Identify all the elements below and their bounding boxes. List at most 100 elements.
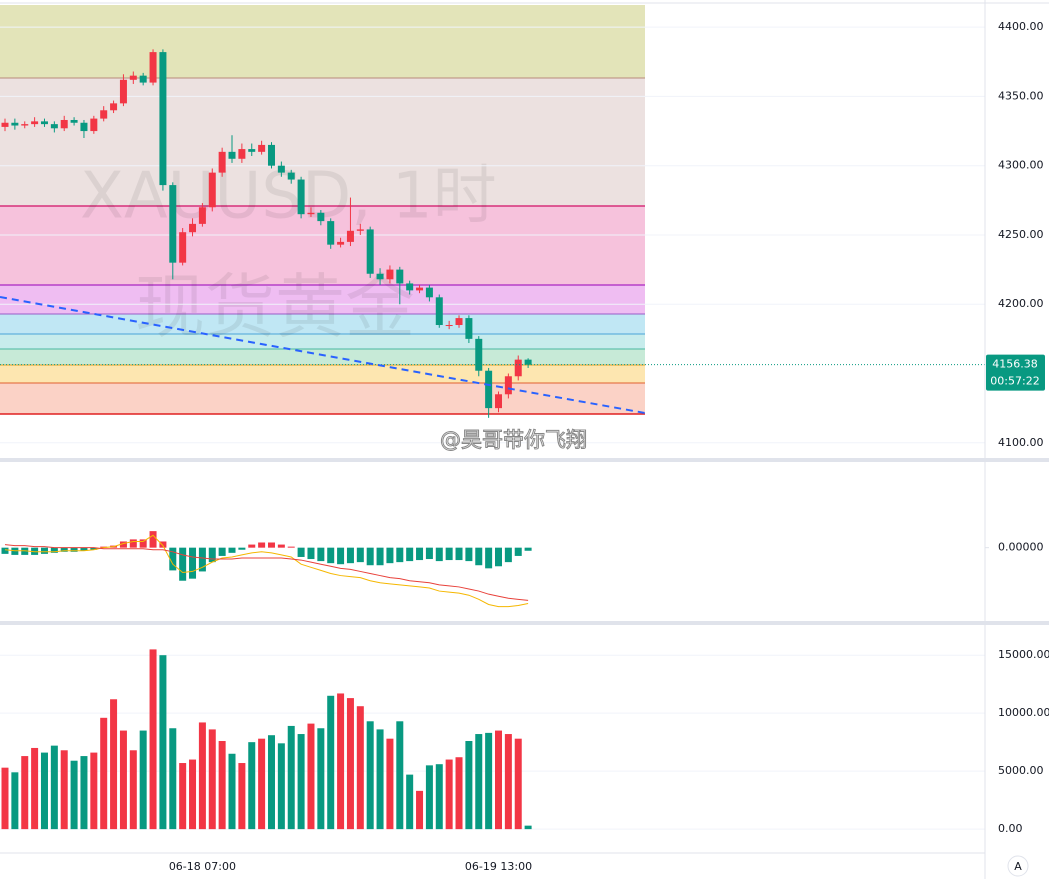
watermark: 现货黄金 <box>135 266 415 348</box>
macd-bar <box>90 547 98 550</box>
volume-bar <box>396 721 404 830</box>
macd-bar <box>435 547 443 562</box>
countdown-label: 00:57:22 <box>990 375 1039 388</box>
macd-bar <box>406 547 414 562</box>
macd-bar <box>179 547 187 581</box>
last-price-label: 4156.38 <box>992 358 1038 371</box>
macd-bar <box>455 547 463 561</box>
volume-bar <box>495 730 502 830</box>
macd-bar <box>169 547 177 571</box>
candle-body <box>238 149 246 159</box>
macd-bar <box>258 542 266 548</box>
macd-bar <box>159 541 167 548</box>
candle-body <box>435 297 443 326</box>
volume-bar <box>179 763 187 830</box>
zone <box>0 314 645 334</box>
y-tick-label: 0.00000 <box>998 541 1044 554</box>
candle-body <box>455 318 463 326</box>
candle-body <box>356 229 364 231</box>
macd-bar <box>70 547 78 552</box>
volume-bar <box>70 760 78 830</box>
zone <box>0 5 645 78</box>
volume-bar <box>50 745 58 830</box>
candle-body <box>110 103 118 111</box>
macd-bar <box>514 547 522 556</box>
plot-layer <box>0 26 989 830</box>
volume-bar <box>514 738 522 830</box>
y-tick-label: 4300.00 <box>998 159 1044 172</box>
candle-body <box>267 144 275 166</box>
macd-bar <box>327 547 335 564</box>
y-tick-label: 0.00 <box>998 822 1023 835</box>
pane-separator <box>0 621 1049 625</box>
macd-line <box>4 544 529 601</box>
macd-bar <box>504 547 512 563</box>
volume-bar <box>169 728 177 830</box>
candle-body <box>258 144 266 152</box>
volume-bar <box>287 725 295 830</box>
candle-body <box>100 110 108 119</box>
macd-bar <box>445 547 453 561</box>
volume-bar <box>119 730 127 830</box>
macd-bar <box>149 531 157 548</box>
trend-line <box>0 296 646 414</box>
volume-bar <box>425 765 433 830</box>
candle-body <box>40 121 48 125</box>
scale-button-label[interactable]: A <box>1014 860 1022 873</box>
candle-body <box>386 269 394 280</box>
candle-body <box>80 122 88 132</box>
zone <box>0 383 645 414</box>
macd-line <box>4 534 529 608</box>
pane-separator <box>0 458 1049 462</box>
y-tick-label: 10000.00 <box>998 706 1049 719</box>
macd-bar <box>228 547 236 553</box>
y-tick-label: 5000.00 <box>998 764 1044 777</box>
volume-bar <box>297 734 305 830</box>
macd-bar <box>198 547 206 572</box>
zone <box>0 334 645 349</box>
volume-bar <box>406 774 414 830</box>
volume-bar <box>267 735 275 830</box>
candle-body <box>21 124 29 126</box>
candle-body <box>297 179 305 215</box>
candle-body <box>179 232 187 263</box>
candle-body <box>1 122 9 127</box>
candle-body <box>406 283 414 291</box>
scale-button[interactable] <box>1007 855 1029 877</box>
volume-bar <box>376 729 384 830</box>
last-price-box <box>986 354 1045 391</box>
macd-bar <box>248 544 256 548</box>
candle-body <box>514 359 522 377</box>
candle-body <box>139 75 147 83</box>
candle-body <box>11 122 19 126</box>
candle-body <box>475 338 483 371</box>
candle-body <box>31 121 39 125</box>
macd-bar <box>337 547 345 565</box>
volume-bar <box>485 732 493 830</box>
macd-bar <box>307 547 315 560</box>
volume-bar <box>238 763 246 830</box>
candle-body <box>60 119 68 129</box>
volume-bar <box>356 706 364 830</box>
candle-body <box>366 229 374 274</box>
candle-body <box>277 165 285 173</box>
macd-bar <box>297 547 305 557</box>
volume-bar <box>21 756 29 830</box>
candle-body <box>208 172 216 208</box>
candle-body <box>346 230 354 242</box>
macd-bar <box>376 547 384 566</box>
candle-body <box>416 287 424 291</box>
volume-bar <box>159 655 167 830</box>
macd-bar <box>40 547 48 554</box>
volume-bar <box>228 753 236 830</box>
candle-body <box>218 151 226 173</box>
watermark: XAUUSD, 1时 <box>80 160 497 234</box>
zone <box>0 365 645 383</box>
zone <box>0 349 645 365</box>
candle-body <box>445 325 453 327</box>
volume-bar <box>11 772 19 830</box>
candle-body <box>504 376 512 395</box>
candle-body <box>119 79 127 104</box>
volume-bar <box>455 757 463 830</box>
